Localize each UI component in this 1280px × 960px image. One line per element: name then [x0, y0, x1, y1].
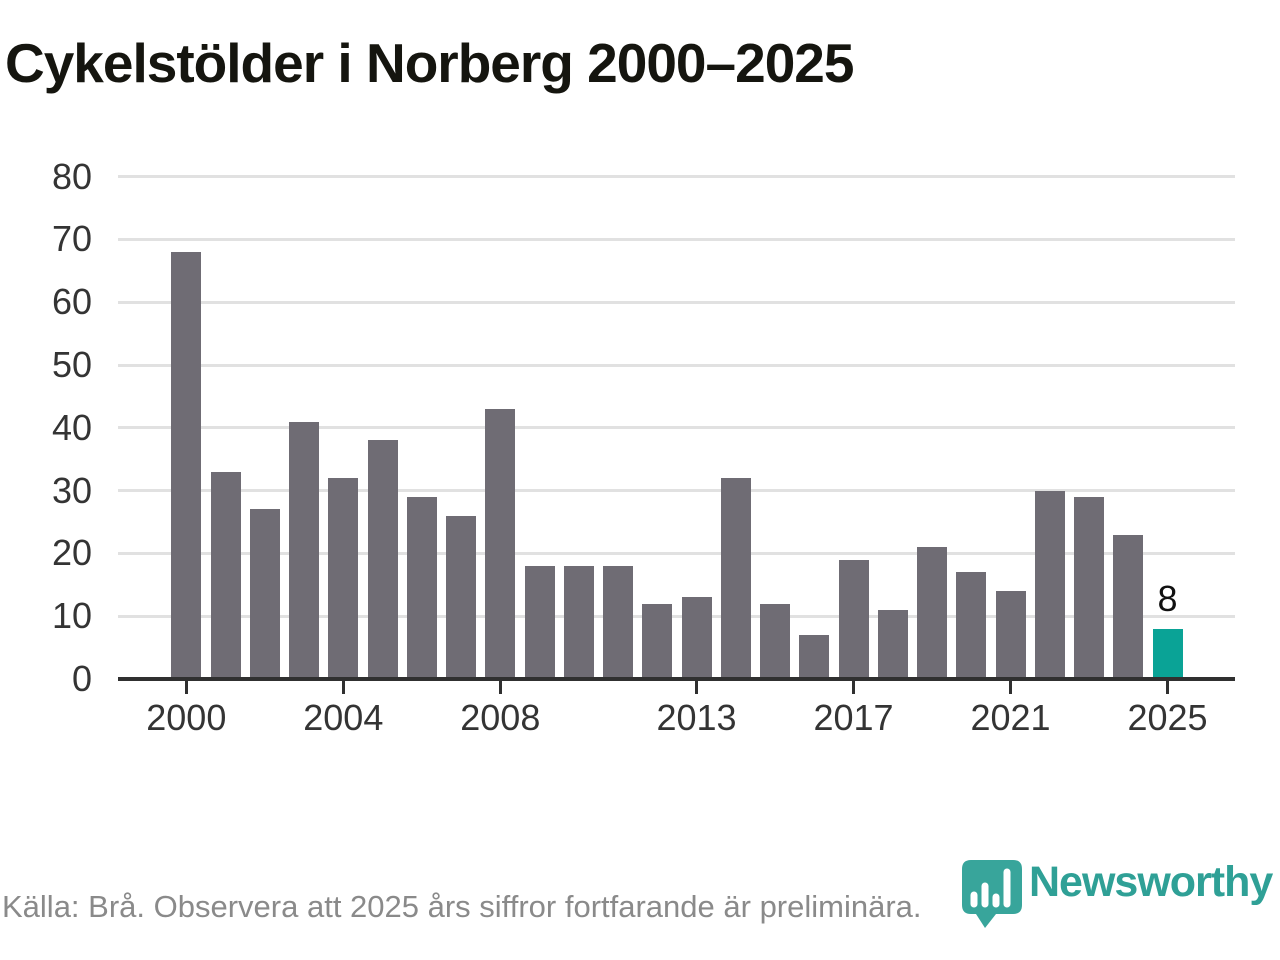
- bar-2017: [838, 560, 869, 679]
- x-axis-label: 2013: [656, 697, 737, 738]
- bar-2010: [563, 566, 594, 679]
- bar-2001: [210, 472, 241, 679]
- bar-2021: [995, 591, 1026, 679]
- bar-2020: [956, 572, 987, 679]
- y-axis-label: 50: [51, 344, 92, 385]
- bar-2007: [446, 516, 476, 679]
- bar-2019: [917, 547, 947, 679]
- gridline: [118, 300, 1235, 304]
- bar-2015: [760, 604, 790, 679]
- bar-2024: [1113, 535, 1144, 679]
- bar-2014: [720, 478, 751, 679]
- newsworthy-pin-icon: [962, 860, 1022, 928]
- chart-title: Cykelstölder i Norberg 2000–2025: [5, 32, 854, 94]
- gridline: [118, 489, 1235, 493]
- x-axis-label: 2021: [970, 697, 1051, 738]
- bar-2009: [524, 566, 555, 679]
- newsworthy-logo: Newsworthy: [960, 855, 1273, 930]
- x-axis-label: 2025: [1127, 697, 1208, 738]
- bar-2025: [1152, 629, 1183, 679]
- x-axis-label: 2000: [146, 697, 227, 738]
- bar-2023: [1074, 497, 1104, 679]
- x-axis-tick: [341, 681, 345, 694]
- gridline: [118, 426, 1235, 430]
- x-axis-label: 2017: [813, 697, 894, 738]
- newsworthy-wordmark: Newsworthy: [1029, 858, 1273, 906]
- bar-2003: [289, 422, 319, 679]
- y-axis-label: 0: [71, 658, 92, 699]
- bar-2006: [406, 497, 437, 679]
- bar-2013: [681, 597, 712, 679]
- bar-2012: [642, 604, 673, 679]
- x-axis-tick: [1166, 681, 1169, 694]
- y-axis-label: 70: [51, 218, 92, 260]
- y-axis-label: 10: [51, 595, 92, 637]
- bar-2008: [485, 409, 516, 679]
- bar-2018: [877, 610, 908, 679]
- y-axis-label: 40: [51, 406, 92, 448]
- x-axis-label: 2004: [303, 697, 384, 738]
- bar-2002: [249, 509, 280, 679]
- highlight-value-label: 8: [1157, 577, 1178, 619]
- source-note: Källa: Brå. Observera att 2025 års siffr…: [2, 889, 922, 924]
- bar-2005: [367, 440, 398, 679]
- gridline: [118, 237, 1235, 241]
- bar-2016: [799, 635, 830, 679]
- y-axis-label: 60: [51, 281, 92, 323]
- bar-2004: [328, 478, 359, 679]
- gridline: [118, 614, 1235, 618]
- gridline: [118, 175, 1235, 179]
- gridline: [118, 551, 1235, 555]
- x-axis-tick: [852, 681, 855, 694]
- x-axis-tick: [184, 681, 188, 694]
- y-axis-label: 80: [51, 155, 92, 197]
- x-axis-label: 2008: [460, 697, 541, 738]
- x-axis-tick: [1009, 681, 1012, 694]
- bar-2000: [171, 252, 202, 679]
- gridline: [118, 363, 1235, 367]
- x-axis-line: [118, 677, 1235, 681]
- bar-2011: [603, 566, 633, 679]
- y-axis-label: 20: [51, 532, 92, 574]
- bar-2022: [1034, 491, 1065, 679]
- y-axis-label: 30: [51, 469, 92, 511]
- x-axis-tick: [695, 681, 698, 694]
- x-axis-tick: [498, 681, 502, 694]
